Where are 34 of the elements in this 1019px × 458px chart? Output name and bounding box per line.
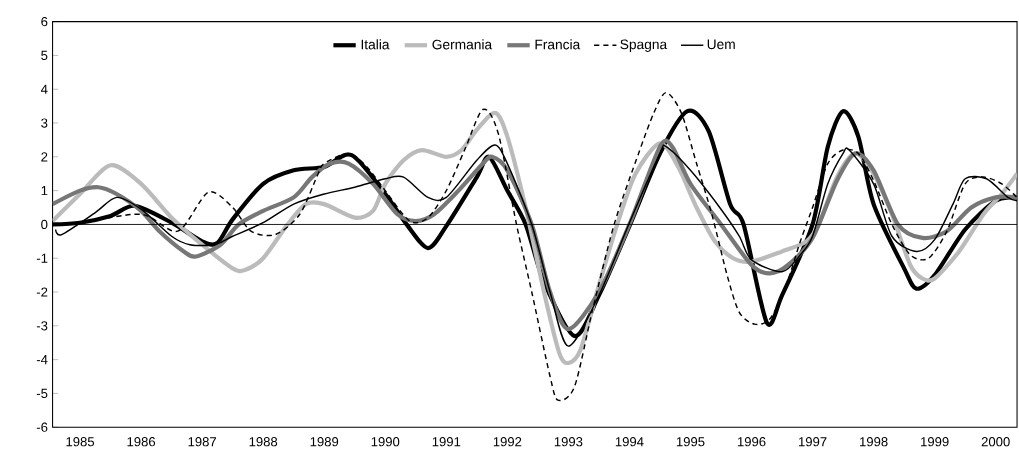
y-tick-label: 6 bbox=[41, 17, 48, 27]
y-tick-label: -5 bbox=[36, 389, 48, 399]
y-tick-label: -1 bbox=[36, 253, 48, 263]
y-tick-label: -6 bbox=[36, 422, 48, 433]
x-tick-label: 1999 bbox=[921, 437, 949, 447]
y-tick-label: 1 bbox=[41, 186, 48, 196]
x-tick-label: 1993 bbox=[554, 437, 583, 447]
x-tick-label: 1994 bbox=[615, 437, 644, 447]
y-tick-label: -3 bbox=[36, 321, 48, 331]
x-tick-label: 1987 bbox=[188, 437, 217, 447]
legend-label: Francia bbox=[535, 39, 581, 50]
y-tick-label: -4 bbox=[36, 355, 48, 365]
x-tick-label: 1996 bbox=[737, 437, 766, 447]
x-tick-label: 1991 bbox=[432, 437, 461, 447]
legend-label: Spagna bbox=[620, 39, 668, 53]
y-tick-label: 3 bbox=[41, 118, 48, 128]
y-tick-label: 2 bbox=[41, 152, 48, 162]
x-tick-label: 1985 bbox=[66, 437, 95, 447]
legend-label: Germania bbox=[432, 39, 493, 50]
x-tick-label: 1989 bbox=[310, 437, 339, 447]
x-tick-label: 1992 bbox=[493, 437, 522, 447]
legend-label: Italia bbox=[361, 39, 390, 50]
x-tick-label: 2000 bbox=[981, 437, 1010, 447]
y-tick-label: 0 bbox=[41, 219, 48, 230]
y-tick-label: 5 bbox=[41, 50, 48, 61]
y-tick-label: -2 bbox=[36, 287, 48, 297]
x-tick-label: 1997 bbox=[798, 437, 827, 447]
x-tick-label: 1988 bbox=[249, 437, 278, 447]
x-tick-label: 1998 bbox=[860, 437, 888, 447]
y-tick-label: 4 bbox=[40, 84, 48, 94]
x-tick-label: 1990 bbox=[371, 437, 400, 447]
legend-label: Uem bbox=[707, 39, 735, 50]
x-tick-label: 1995 bbox=[676, 437, 705, 447]
x-tick-label: 1986 bbox=[127, 437, 156, 447]
